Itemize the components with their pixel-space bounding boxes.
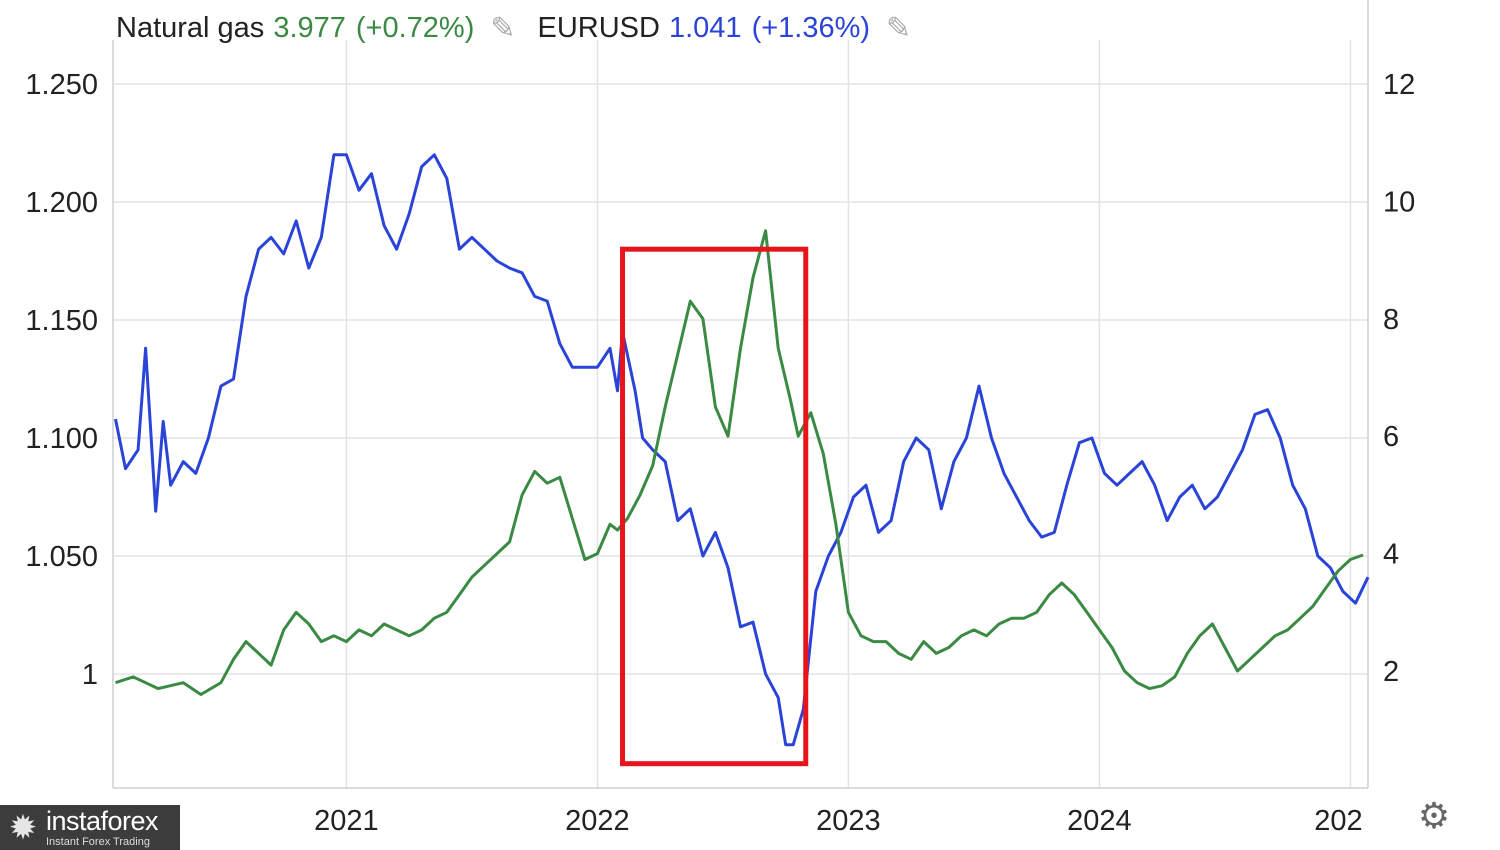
left-tick-label: 1.050 [25, 541, 98, 573]
logo-icon: ✹ [8, 808, 38, 847]
right-tick-label: 12 [1383, 69, 1415, 101]
left-tick-label: 1.250 [25, 69, 98, 101]
left-tick-label: 1 [82, 659, 98, 691]
series-lines [114, 153, 1370, 747]
legend-eurusd-change: (+1.36%) [751, 11, 871, 44]
left-tick-label: 1.150 [25, 305, 98, 337]
legend-eurusd-value: 1.041 [668, 11, 742, 44]
legend-eurusd[interactable]: EURUSD 1.041 (+1.36%) [538, 12, 871, 45]
highlight-box [620, 246, 809, 767]
legend-eurusd-name: EURUSD [537, 11, 660, 44]
x-tick-label: 2023 [816, 805, 881, 837]
eurusd-line [114, 153, 1370, 747]
right-tick-label: 4 [1383, 539, 1399, 571]
x-axis: 2021 2022 2023 2024 202 [314, 805, 1362, 837]
right-axis: 12 10 8 6 4 2 [1383, 69, 1415, 688]
x-tick-label: 2022 [565, 805, 630, 837]
x-tick-label: 202 [1314, 805, 1362, 837]
right-tick-label: 6 [1383, 421, 1399, 453]
natural-gas-line [115, 229, 1364, 696]
left-tick-label: 1.200 [25, 187, 98, 219]
legend-natural-gas[interactable]: Natural gas 3.977 (+0.72%) [116, 12, 474, 45]
watermark-tagline: Instant Forex Trading [46, 835, 150, 848]
left-tick-label: 1.100 [25, 423, 98, 455]
right-tick-label: 10 [1383, 186, 1415, 218]
pencil-icon[interactable]: ✎ [490, 11, 516, 45]
watermark-brand: instaforex [46, 805, 159, 836]
x-tick-label: 2024 [1067, 805, 1132, 837]
grid-lines [112, 0, 1369, 789]
x-tick-label: 2021 [314, 805, 379, 837]
watermark: ✹ instaforex Instant Forex Trading [0, 805, 180, 850]
legend-natural-gas-value: 3.977 [273, 11, 346, 44]
legend-natural-gas-name: Natural gas [116, 11, 265, 44]
left-axis: 1.250 1.200 1.150 1.100 1.050 1 [25, 69, 98, 691]
highlight-rectangle [620, 246, 809, 767]
right-tick-label: 2 [1383, 656, 1399, 688]
pencil-icon[interactable]: ✎ [886, 11, 912, 45]
right-tick-label: 8 [1383, 304, 1399, 336]
gear-icon[interactable]: ⚙ [1417, 795, 1451, 836]
legend-natural-gas-change: (+0.72%) [355, 11, 475, 44]
chart-legend: Natural gas 3.977 (+0.72%) ✎ EURUSD 1.04… [116, 8, 933, 48]
